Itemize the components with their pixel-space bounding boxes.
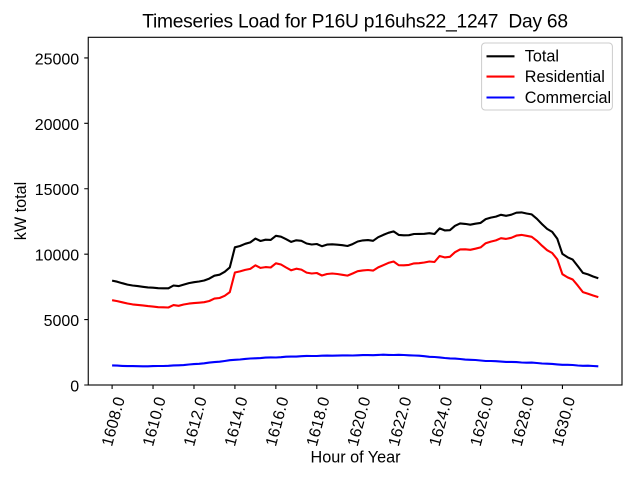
svg-text:10000: 10000 <box>35 248 80 265</box>
svg-text:Timeseries Load for P16U p16uh: Timeseries Load for P16U p16uhs22_1247 D… <box>142 12 568 33</box>
svg-text:Residential: Residential <box>525 68 605 86</box>
svg-text:5000: 5000 <box>44 313 80 330</box>
svg-text:Total: Total <box>525 48 559 66</box>
svg-text:15000: 15000 <box>35 182 80 199</box>
svg-text:20000: 20000 <box>35 117 80 134</box>
svg-text:0: 0 <box>70 379 79 396</box>
svg-text:Commercial: Commercial <box>525 89 611 107</box>
svg-text:25000: 25000 <box>35 51 80 68</box>
svg-text:kW total: kW total <box>12 182 30 240</box>
svg-text:Hour of Year: Hour of Year <box>311 449 402 467</box>
